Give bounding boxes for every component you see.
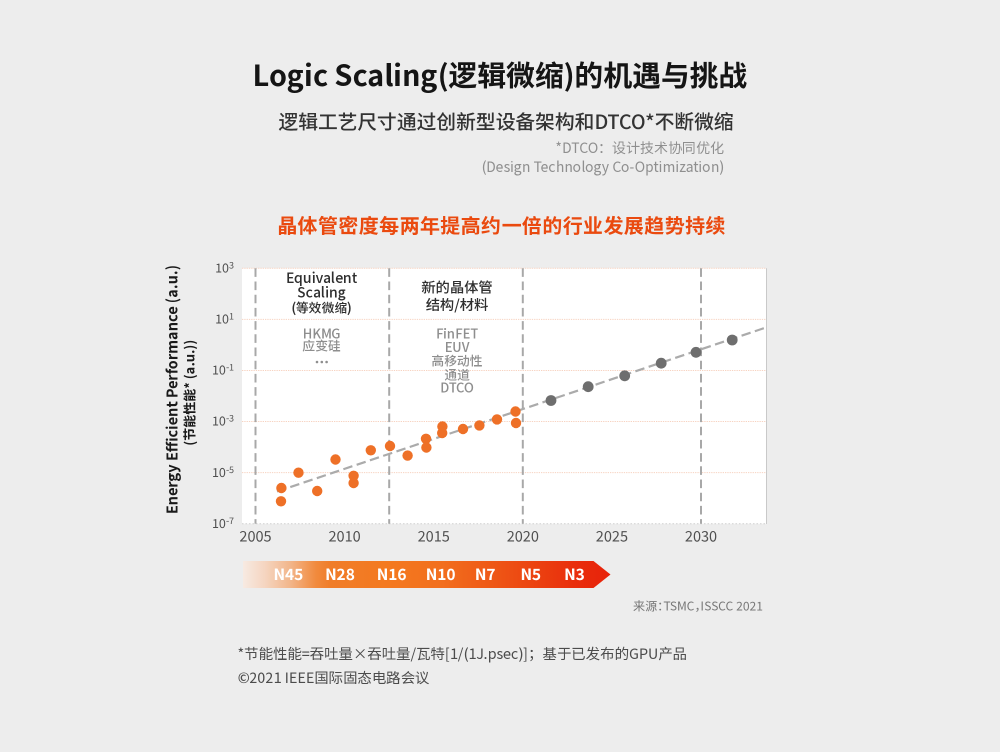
svg-text:N10: N10: [426, 563, 456, 585]
svg-text:高移动性: 高移动性: [431, 350, 482, 369]
svg-text:10-5: 10-5: [212, 462, 234, 481]
svg-text:10-3: 10-3: [212, 411, 234, 430]
svg-text:2030: 2030: [685, 526, 717, 547]
svg-text:结构/材料: 结构/材料: [426, 294, 489, 315]
svg-text:101: 101: [215, 309, 234, 328]
svg-text:N28: N28: [325, 563, 355, 585]
svg-text:HKMG: HKMG: [303, 324, 341, 343]
svg-text:N45: N45: [273, 563, 303, 585]
svg-text:Equivalent: Equivalent: [286, 268, 359, 288]
svg-text:N5: N5: [520, 563, 541, 585]
svg-text:N3: N3: [564, 563, 585, 585]
svg-text:2025: 2025: [596, 526, 628, 547]
svg-text:来源：TSMC，ISSCC 2021: 来源：TSMC，ISSCC 2021: [633, 598, 763, 615]
svg-text:2015: 2015: [418, 526, 450, 547]
svg-text:Scaling: Scaling: [297, 282, 346, 302]
svg-text:N16: N16: [377, 563, 407, 585]
svg-text:2005: 2005: [239, 526, 271, 547]
svg-text:2010: 2010: [328, 526, 360, 547]
svg-text:新的晶体管: 新的晶体管: [421, 277, 492, 298]
svg-text:EUV: EUV: [445, 337, 470, 356]
svg-text:(节能性能* (a.u.)): (节能性能* (a.u.)): [180, 340, 199, 446]
svg-text:(等效微缩): (等效微缩): [291, 298, 351, 317]
svg-text:N7: N7: [475, 563, 496, 585]
svg-text:通道: 通道: [444, 365, 470, 384]
svg-text:2020: 2020: [507, 526, 539, 547]
svg-text:DTCO: DTCO: [440, 378, 474, 397]
svg-text:应变硅: 应变硅: [302, 336, 340, 355]
svg-text:103: 103: [215, 258, 234, 277]
svg-text:FinFET: FinFET: [436, 324, 478, 343]
svg-text:Energy Efficient Performance (: Energy Efficient Performance (a.u.): [162, 264, 183, 514]
svg-text:10-1: 10-1: [212, 360, 234, 379]
svg-text:10-7: 10-7: [212, 513, 234, 532]
